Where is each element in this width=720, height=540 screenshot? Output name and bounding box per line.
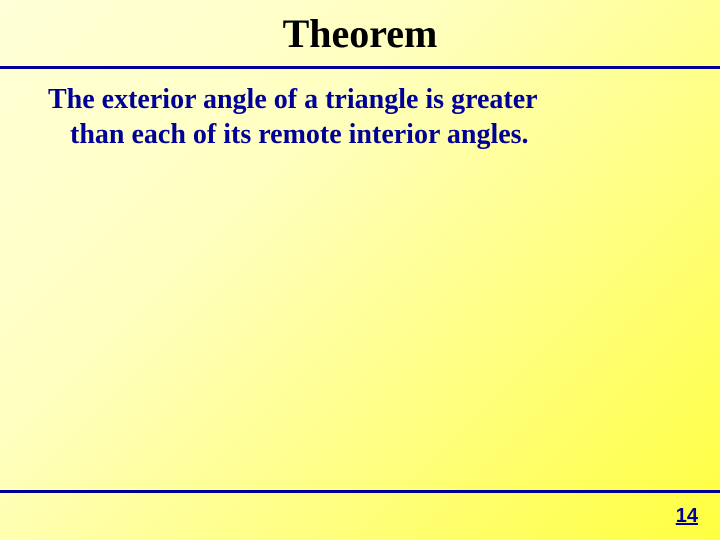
horizontal-rule-top xyxy=(0,66,720,69)
theorem-line-1: The exterior angle of a triangle is grea… xyxy=(48,84,538,115)
title-container: Theorem xyxy=(0,0,720,57)
theorem-body: The exterior angle of a triangle is grea… xyxy=(48,82,660,152)
horizontal-rule-bottom xyxy=(0,490,720,493)
slide: Theorem The exterior angle of a triangle… xyxy=(0,0,720,540)
slide-title: Theorem xyxy=(0,10,720,57)
theorem-line-2: than each of its remote interior angles. xyxy=(48,117,660,152)
page-number: 14 xyxy=(676,505,698,528)
